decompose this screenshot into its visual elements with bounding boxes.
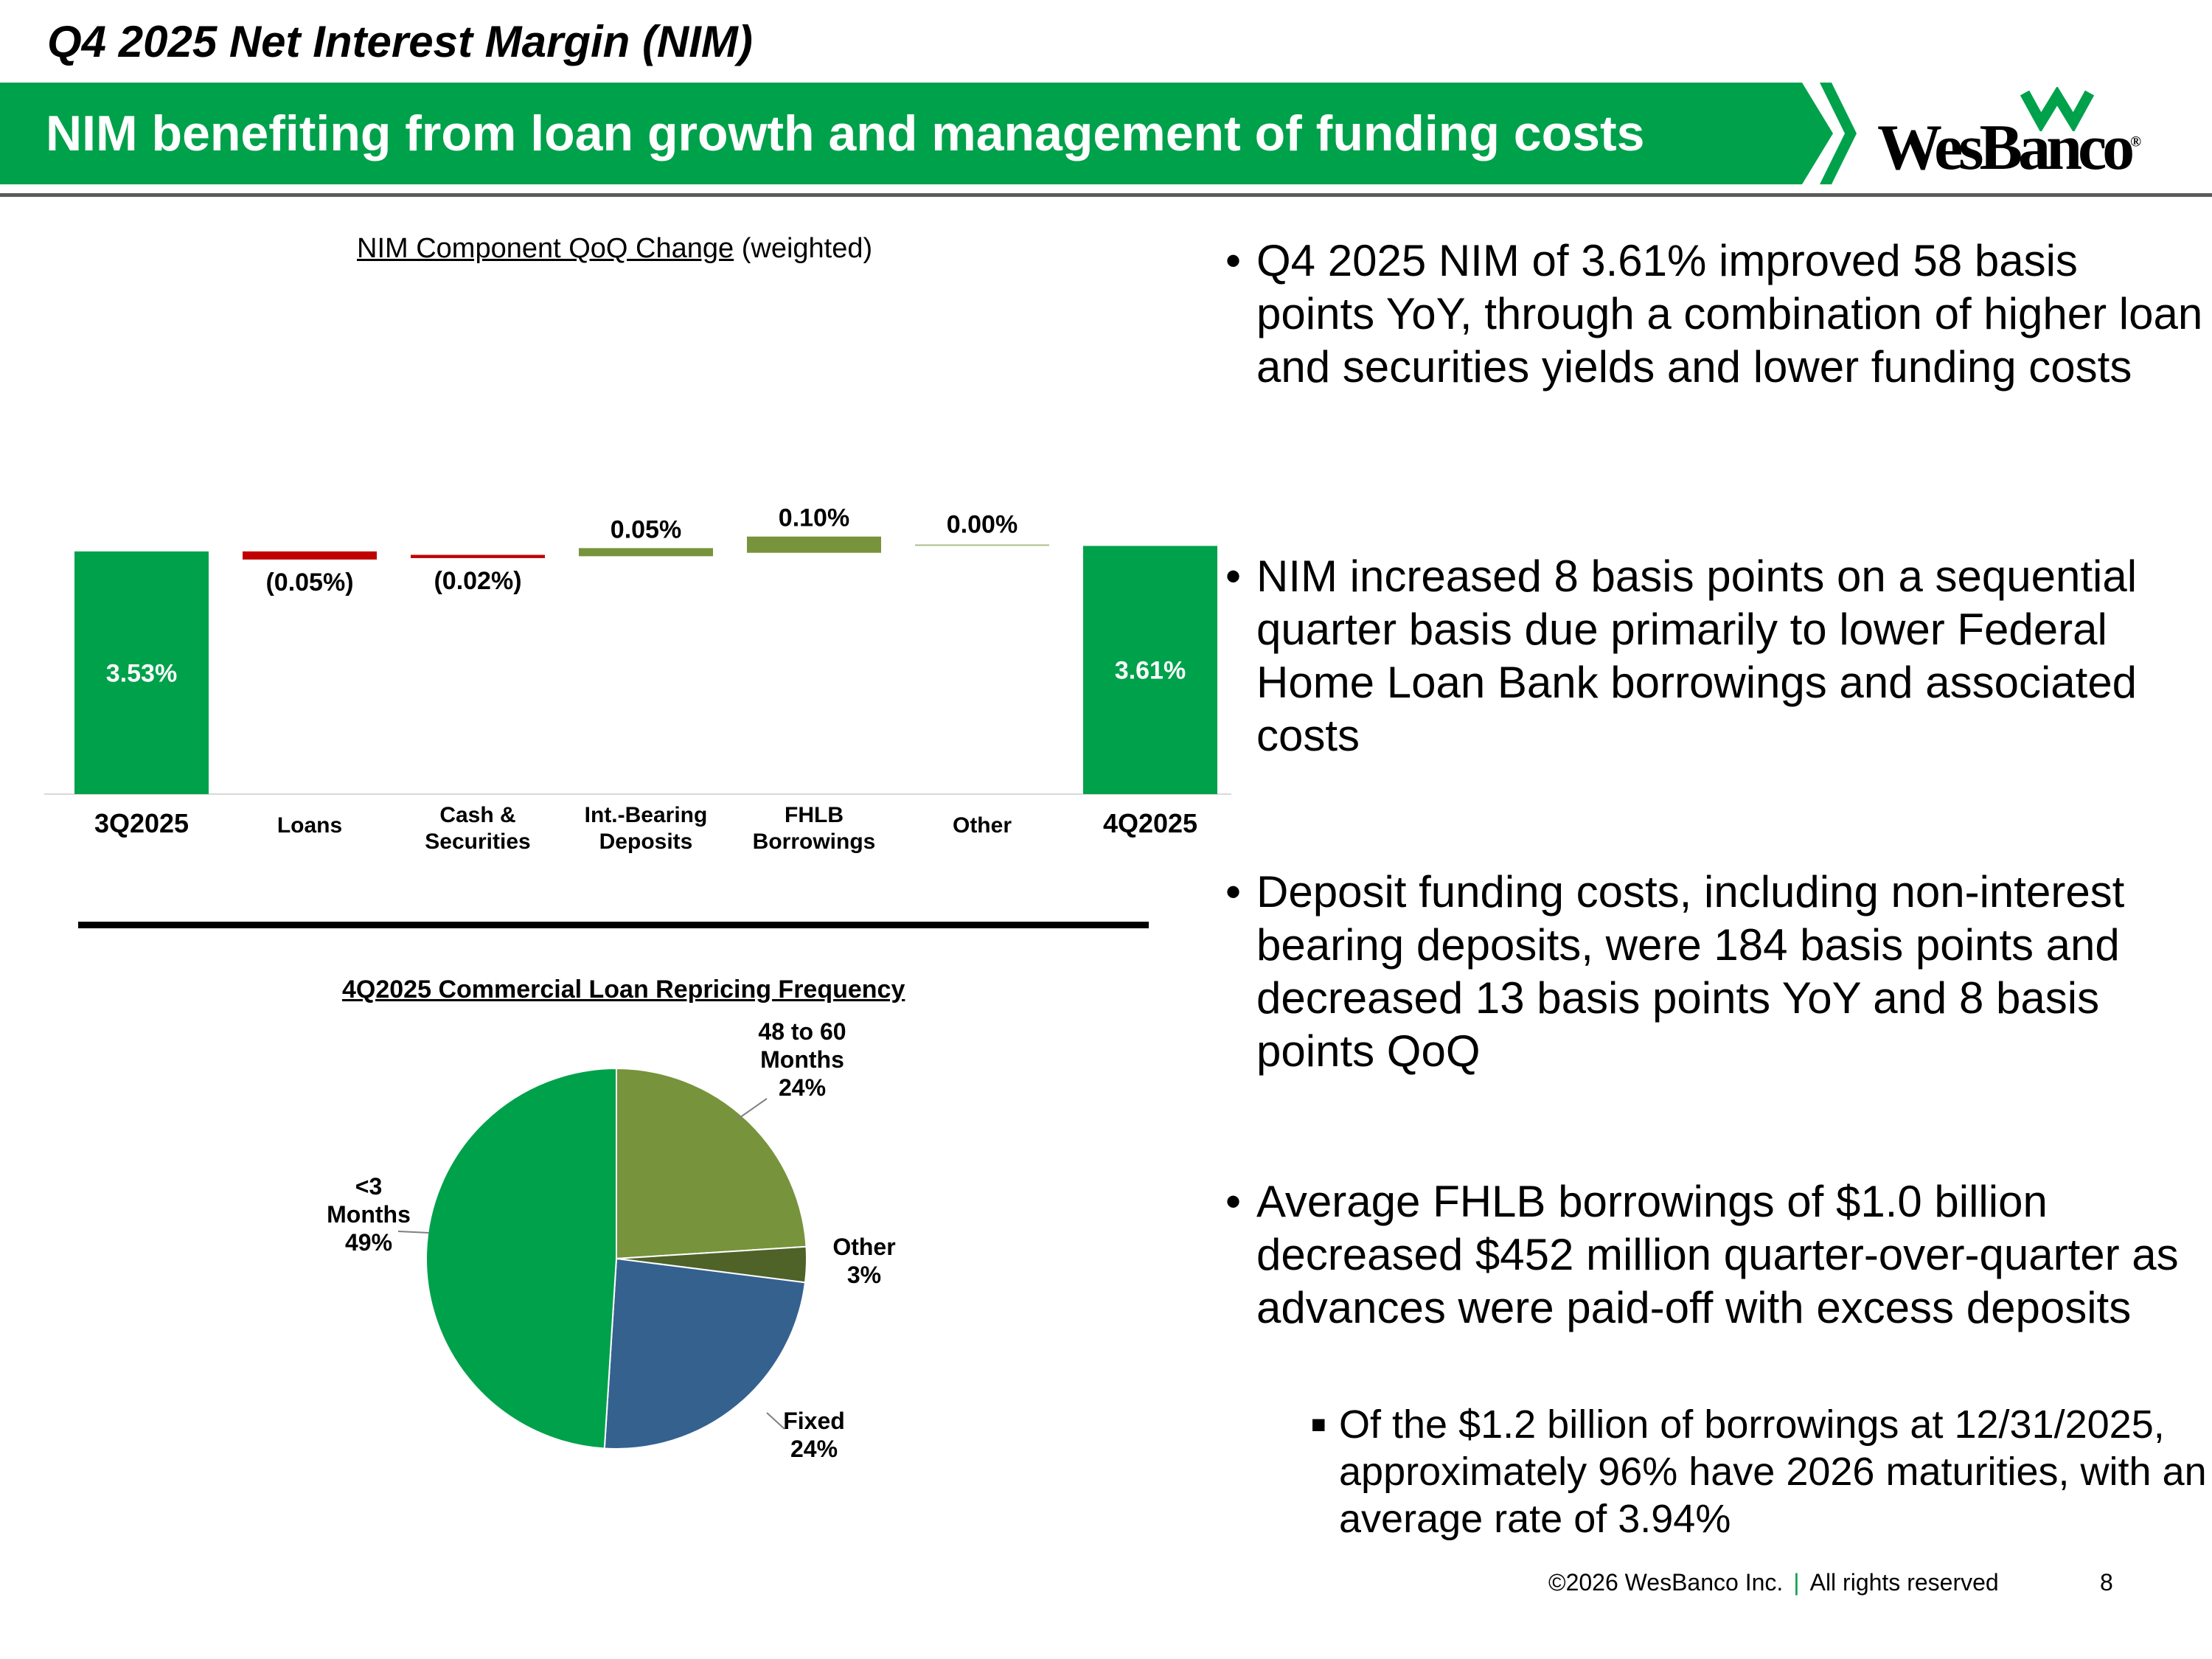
pie-slice--3-months (425, 1067, 617, 1450)
waterfall-title-suffix: (weighted) (741, 233, 873, 264)
waterfall-value-label: 3.61% (1115, 657, 1186, 685)
footer-rights: All rights reserved (1809, 1569, 1999, 1596)
title-banner (0, 83, 1857, 184)
page-number: 8 (2100, 1569, 2113, 1596)
footer: ©2026 WesBanco Inc. | All rights reserved (1548, 1569, 1999, 1596)
bullet-text: NIM increased 8 basis points on a sequen… (1256, 552, 2138, 760)
waterfall-bar-fhlb-borrowings (747, 536, 881, 553)
pie-percent-label: 49% (345, 1229, 392, 1256)
pie-leader-line (737, 1098, 768, 1120)
section-divider (78, 922, 1149, 928)
pie-slice-fixed (603, 1257, 807, 1450)
slide-title: Q4 2025 Net Interest Margin (NIM) (47, 17, 753, 66)
bullet-dot-icon: • (1225, 1177, 1242, 1226)
pie-category-label: Months (327, 1201, 411, 1228)
waterfall-value-label: (0.05%) (265, 568, 353, 597)
waterfall-value-label: 0.00% (947, 510, 1018, 538)
waterfall-title-main: NIM Component QoQ Change (357, 233, 734, 264)
pie-category-label: Other (832, 1234, 895, 1260)
waterfall-value-label: (0.02%) (434, 567, 521, 595)
pie-chart-title: 4Q2025 Commercial Loan Repricing Frequen… (342, 975, 905, 1004)
waterfall-category-label: 4Q2025 (1103, 808, 1197, 838)
waterfall-category-label: Other (953, 813, 1012, 838)
square-bullet-icon: ■ (1311, 1411, 1326, 1439)
sub-bullet-text: Of the $1.2 billion of borrowings at 12/… (1339, 1402, 2207, 1541)
wesbanco-logo-mark-icon (2020, 87, 2095, 131)
pie-category-label: Fixed (783, 1408, 845, 1434)
waterfall-category-label: Int.-Bearing (585, 803, 708, 827)
logo-wordmark: WesBanco (1877, 112, 2135, 184)
waterfall-bar-int-bearing-deposits (579, 548, 713, 557)
waterfall-category-label: Loans (277, 813, 342, 838)
waterfall-bar-cash-securities (411, 554, 545, 558)
repricing-pie-chart: 48 to 60Months24%Other3%Fixed24%<3Months… (327, 1018, 896, 1462)
waterfall-chart-title: NIM Component QoQ Change (weighted) (357, 233, 872, 265)
bullet-text: Q4 2025 NIM of 3.61% improved 58 basis p… (1256, 236, 2203, 392)
pie-slice-48-to-60-months (616, 1067, 807, 1260)
waterfall-category-label: Deposits (599, 830, 693, 854)
bullet-dot-icon: • (1225, 236, 1242, 285)
header-rule (0, 193, 2212, 197)
footer-copyright: ©2026 WesBanco Inc. (1548, 1569, 1784, 1596)
waterfall-bar-other (915, 544, 1049, 546)
waterfall-category-label: Borrowings (753, 830, 876, 854)
wesbanco-logo: WesBanco® (1877, 111, 2141, 185)
waterfall-category-label: 3Q2025 (94, 808, 189, 838)
pie-percent-label: 24% (779, 1074, 826, 1101)
waterfall-bar-3Q2025 (74, 551, 209, 794)
pie-percent-label: 24% (790, 1436, 838, 1462)
pie-category-label: <3 (355, 1173, 382, 1200)
bullet-dot-icon: • (1225, 552, 1242, 601)
waterfall-bar-loans (243, 551, 377, 560)
waterfall-category-label: Cash & (439, 803, 515, 827)
pie-category-label: Months (760, 1046, 844, 1073)
bullet-text: Deposit funding costs, including non-int… (1256, 867, 2125, 1076)
pie-leader-line (397, 1231, 430, 1234)
logo-registered-mark: ® (2130, 133, 2142, 150)
banner-headline: NIM benefiting from loan growth and mana… (46, 105, 1645, 161)
nim-waterfall-chart: 3.53% 3Q2025 (0.05%) Loans (0.02%) Cash & Secu… (44, 504, 1231, 854)
waterfall-bar-4Q2025 (1083, 546, 1217, 794)
pie-leader-line (766, 1412, 785, 1430)
footer-separator: | (1793, 1569, 1800, 1596)
pie-percent-label: 3% (847, 1262, 881, 1288)
waterfall-value-label: 3.53% (106, 659, 177, 687)
waterfall-value-label: 0.05% (611, 515, 681, 543)
waterfall-category-label: FHLB (785, 803, 844, 827)
waterfall-value-label: 0.10% (779, 504, 849, 532)
bullet-text: Average FHLB borrowings of $1.0 billion … (1256, 1177, 2179, 1332)
pie-category-label: 48 to 60 (758, 1018, 846, 1045)
waterfall-category-label: Securities (425, 830, 530, 854)
bullet-dot-icon: • (1225, 867, 1242, 917)
